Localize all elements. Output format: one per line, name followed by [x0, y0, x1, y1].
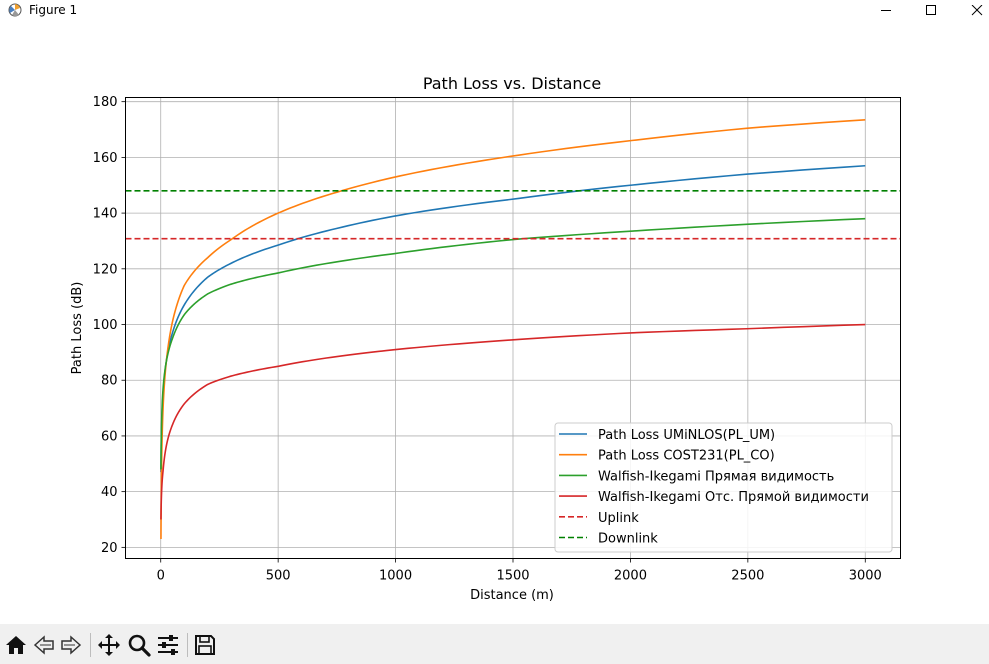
zoom-magnifier-icon	[128, 634, 151, 657]
y-tick-label: 80	[101, 374, 118, 389]
navigation-toolbar	[0, 624, 989, 664]
save-floppy-icon	[195, 635, 215, 655]
series-4-line	[160, 323, 866, 520]
close-icon	[971, 5, 983, 16]
configure-subplots-button[interactable]	[155, 632, 181, 658]
y-tick-label: 180	[93, 95, 118, 110]
home-button[interactable]	[3, 632, 29, 658]
path-loss-chart: Path Loss vs. Distance 0 500 1000 1500 2000 2…	[70, 74, 901, 603]
y-tick-label: 120	[93, 262, 118, 277]
minimize-button[interactable]	[863, 0, 909, 22]
y-axis-label: Path Loss (dB)	[70, 282, 85, 375]
x-tick-label: 3000	[849, 569, 882, 584]
x-tick-label: 2500	[731, 569, 764, 584]
x-tick-label: 1500	[496, 569, 529, 584]
close-button[interactable]	[954, 0, 989, 22]
save-button[interactable]	[192, 632, 218, 658]
y-tick-label: 20	[101, 541, 118, 556]
toolbar-separator	[187, 633, 188, 657]
pan-button[interactable]	[96, 632, 122, 658]
maximize-icon	[926, 5, 936, 15]
pan-move-icon	[98, 634, 120, 656]
x-tick-label: 2000	[614, 569, 647, 584]
matplotlib-figure-icon	[8, 3, 22, 17]
legend-label: Walfish-Ikegami Прямая видимость	[598, 469, 834, 484]
zoom-button[interactable]	[126, 632, 152, 658]
toolbar-separator	[90, 633, 91, 657]
legend-label: Downlink	[598, 532, 658, 547]
configure-subplots-icon	[158, 635, 178, 655]
y-tick-label: 40	[101, 485, 118, 500]
forward-arrow-icon	[61, 635, 82, 655]
legend-box	[554, 422, 893, 553]
home-icon	[6, 636, 26, 654]
forward-button[interactable]	[58, 632, 84, 658]
series-3-line	[160, 217, 866, 470]
window-titlebar: Figure 1	[0, 0, 989, 22]
y-tick-label: 100	[93, 318, 118, 333]
y-tick-label: 60	[101, 429, 118, 444]
back-button[interactable]	[31, 632, 57, 658]
figure-canvas[interactable]: Path Loss vs. Distance 0 500 1000 1500 2000 2…	[0, 22, 989, 624]
legend-label: Path Loss UMiNLOS(PL_UM)	[598, 428, 775, 443]
legend: Path Loss UMiNLOS(PL_UM) Path Loss COST23…	[554, 422, 893, 553]
x-tick-label: 500	[266, 569, 291, 584]
axis-ticks: 0 500 1000 1500 2000 2500 3000 20 40 60 80 100 120 14…	[93, 95, 882, 583]
legend-label: Uplink	[598, 511, 639, 526]
y-tick-label: 140	[93, 207, 118, 222]
minimize-icon	[881, 10, 891, 11]
x-tick-label: 0	[157, 569, 165, 584]
data-series	[125, 118, 901, 540]
y-tick-label: 160	[93, 151, 118, 166]
legend-label: Path Loss COST231(PL_CO)	[598, 449, 775, 464]
x-axis-label: Distance (m)	[470, 588, 554, 603]
chart-title: Path Loss vs. Distance	[423, 74, 601, 93]
maximize-button[interactable]	[908, 0, 954, 22]
legend-label: Walfish-Ikegami Отс. Прямой видимости	[598, 490, 869, 505]
window-title: Figure 1	[29, 3, 78, 17]
x-tick-label: 1000	[379, 569, 412, 584]
back-arrow-icon	[33, 635, 54, 655]
